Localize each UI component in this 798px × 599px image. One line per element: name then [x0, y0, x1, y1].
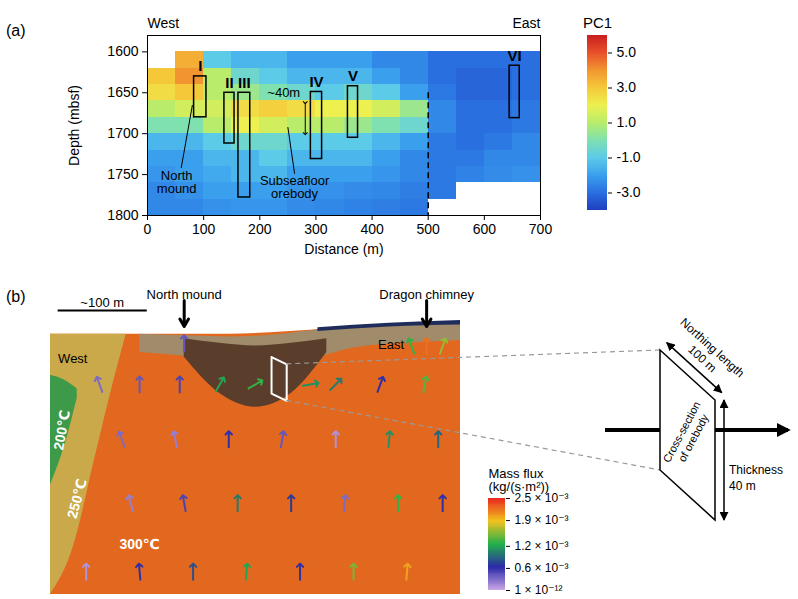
- svg-text:Cross-sectionof orebody: Cross-sectionof orebody: [660, 399, 714, 470]
- svg-text:I: I: [198, 57, 202, 74]
- svg-text:Subseafloororebody: Subseafloororebody: [260, 173, 330, 201]
- svg-text:1800: 1800: [107, 207, 138, 223]
- svg-text:600: 600: [473, 221, 497, 237]
- svg-text:Northing length: Northing length: [677, 315, 747, 380]
- svg-text:~100 m: ~100 m: [80, 295, 124, 310]
- svg-text:250℃: 250℃: [64, 477, 90, 520]
- svg-text:200: 200: [248, 221, 272, 237]
- svg-text:Depth (mbsf): Depth (mbsf): [66, 85, 82, 166]
- svg-text:Mass flux(kg/(s·m²)): Mass flux(kg/(s·m²)): [489, 466, 550, 494]
- svg-text:1.0: 1.0: [617, 114, 637, 130]
- svg-text:II: II: [225, 74, 233, 91]
- svg-text:300: 300: [304, 221, 328, 237]
- svg-text:1700: 1700: [107, 125, 138, 141]
- svg-text:0.6 × 10⁻³: 0.6 × 10⁻³: [515, 561, 569, 575]
- svg-text:1650: 1650: [107, 84, 138, 100]
- html-text:(b): (b): [6, 288, 26, 305]
- svg-text:5.0: 5.0: [617, 44, 637, 60]
- html-text:(a): (a): [6, 22, 26, 39]
- svg-text:0: 0: [144, 221, 152, 237]
- svg-text:West: West: [148, 15, 180, 31]
- svg-text:VI: VI: [508, 47, 522, 64]
- svg-text:1600: 1600: [107, 43, 138, 59]
- svg-text:North mound: North mound: [147, 287, 222, 302]
- svg-text:Northmound: Northmound: [157, 168, 197, 196]
- svg-text:West: West: [58, 351, 88, 366]
- svg-text:Thickness: Thickness: [729, 463, 783, 477]
- svg-text:III: III: [238, 74, 251, 91]
- svg-text:PC1: PC1: [583, 14, 612, 31]
- svg-text:400: 400: [360, 221, 384, 237]
- svg-text:100 m: 100 m: [685, 342, 719, 375]
- svg-text:Distance (m): Distance (m): [304, 241, 383, 257]
- svg-text:700: 700: [529, 221, 553, 237]
- svg-text:IV: IV: [309, 73, 323, 90]
- svg-text:Dragon chimney: Dragon chimney: [379, 287, 474, 302]
- svg-text:~40m: ~40m: [267, 85, 300, 100]
- svg-text:500: 500: [417, 221, 441, 237]
- svg-text:40 m: 40 m: [729, 479, 756, 493]
- svg-text:-3.0: -3.0: [617, 184, 641, 200]
- svg-text:East: East: [378, 337, 404, 352]
- svg-text:East: East: [512, 15, 540, 31]
- svg-text:300℃: 300℃: [119, 536, 159, 552]
- svg-text:1.9 × 10⁻³: 1.9 × 10⁻³: [515, 513, 569, 527]
- svg-text:2.5 × 10⁻³: 2.5 × 10⁻³: [514, 491, 569, 506]
- svg-text:100: 100: [192, 221, 216, 237]
- svg-text:1 × 10⁻¹²: 1 × 10⁻¹²: [515, 583, 563, 597]
- svg-text:-1.0: -1.0: [617, 149, 641, 165]
- svg-text:V: V: [348, 67, 358, 84]
- svg-text:3.0: 3.0: [617, 79, 637, 95]
- svg-text:200℃: 200℃: [50, 409, 73, 452]
- svg-text:1.2 × 10⁻³: 1.2 × 10⁻³: [515, 539, 569, 553]
- svg-text:1750: 1750: [107, 166, 138, 182]
